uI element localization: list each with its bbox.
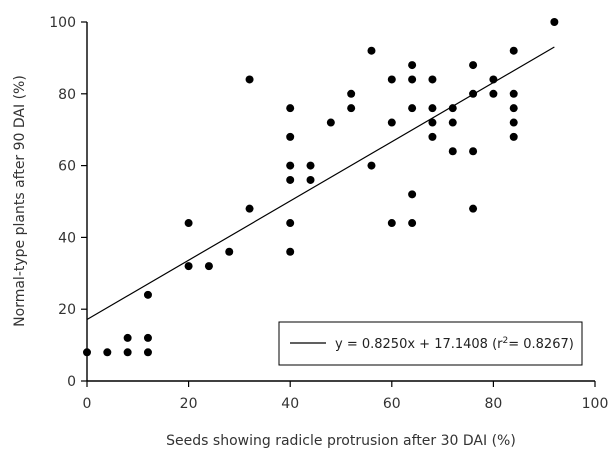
data-point (286, 132, 295, 141)
data-point (245, 75, 254, 84)
data-point (469, 204, 478, 213)
y-ticks: 0 20 40 60 80 100 (49, 15, 87, 390)
data-point (245, 204, 254, 213)
x-tick-label: 0 (83, 396, 92, 412)
data-point (509, 89, 518, 98)
data-points (83, 18, 559, 357)
data-point (509, 104, 518, 113)
legend-r2: = 0.8267) (508, 337, 574, 352)
data-point (347, 104, 356, 113)
data-point (123, 348, 132, 357)
data-point (448, 104, 457, 113)
y-tick-label: 100 (49, 15, 76, 31)
data-point (489, 75, 498, 84)
data-point (387, 118, 396, 127)
x-tick-label: 60 (383, 396, 401, 412)
data-point (469, 89, 478, 98)
y-tick-label: 80 (58, 87, 76, 103)
data-point (367, 161, 376, 170)
data-point (387, 219, 396, 228)
legend: y = 0.8250x + 17.1408 (r2= 0.8267) (278, 321, 583, 366)
data-point (469, 147, 478, 156)
legend-label: y = 0.8250x + 17.1408 (r2= 0.8267) (335, 336, 574, 352)
data-point (143, 290, 152, 299)
data-point (306, 161, 315, 170)
axes (86, 22, 595, 382)
data-point (143, 348, 152, 357)
data-point (509, 118, 518, 127)
y-tick-label: 60 (58, 159, 76, 175)
data-point (184, 219, 193, 228)
legend-equation: y = 0.8250x + 17.1408 (r (335, 337, 503, 352)
data-point (286, 175, 295, 184)
data-point (408, 219, 417, 228)
data-point (448, 147, 457, 156)
legend-box (278, 321, 583, 366)
data-point (408, 190, 417, 199)
data-point (204, 262, 213, 271)
data-point (143, 333, 152, 342)
x-tick-label: 40 (281, 396, 299, 412)
data-point (489, 89, 498, 98)
data-point (408, 104, 417, 113)
data-point (428, 132, 437, 141)
x-tick-label: 20 (180, 396, 198, 412)
data-point (286, 247, 295, 256)
data-point (408, 75, 417, 84)
data-point (306, 175, 315, 184)
data-point (428, 118, 437, 127)
data-point (286, 104, 295, 113)
y-tick-label: 40 (58, 230, 76, 246)
data-point (347, 89, 356, 98)
data-point (469, 61, 478, 70)
data-point (509, 132, 518, 141)
data-point (326, 118, 335, 127)
data-point (123, 333, 132, 342)
y-axis-title: Normal-type plants after 90 DAI (%) (12, 75, 28, 327)
x-tick-label: 100 (582, 396, 609, 412)
data-point (286, 219, 295, 228)
data-point (428, 75, 437, 84)
data-point (103, 348, 112, 357)
data-point (428, 104, 437, 113)
legend-superscript: 2 (503, 336, 509, 346)
data-point (184, 262, 193, 271)
data-point (225, 247, 234, 256)
y-tick-label: 0 (67, 374, 76, 390)
data-point (448, 118, 457, 127)
data-point (83, 348, 91, 357)
data-point (550, 18, 559, 26)
data-point (387, 75, 396, 84)
x-axis-title: Seeds showing radicle protrusion after 3… (166, 433, 516, 449)
data-point (286, 161, 295, 170)
data-point (509, 46, 518, 55)
x-ticks: 0 20 40 60 80 100 (83, 381, 609, 412)
data-point (367, 46, 376, 55)
y-tick-label: 20 (58, 302, 76, 318)
x-tick-label: 80 (484, 396, 502, 412)
data-point (408, 61, 417, 70)
trend-line (86, 46, 555, 320)
